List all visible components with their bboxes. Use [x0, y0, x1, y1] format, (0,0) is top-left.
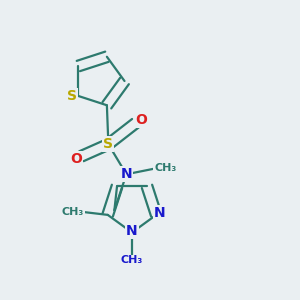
- Text: N: N: [126, 224, 138, 238]
- Text: O: O: [70, 152, 82, 166]
- Text: CH₃: CH₃: [121, 255, 143, 266]
- Text: CH₃: CH₃: [154, 163, 176, 173]
- Text: S: S: [103, 137, 113, 151]
- Text: O: O: [135, 113, 147, 127]
- Text: S: S: [67, 89, 77, 103]
- Text: N: N: [154, 206, 166, 220]
- Text: CH₃: CH₃: [61, 207, 84, 217]
- Text: N: N: [121, 167, 132, 181]
